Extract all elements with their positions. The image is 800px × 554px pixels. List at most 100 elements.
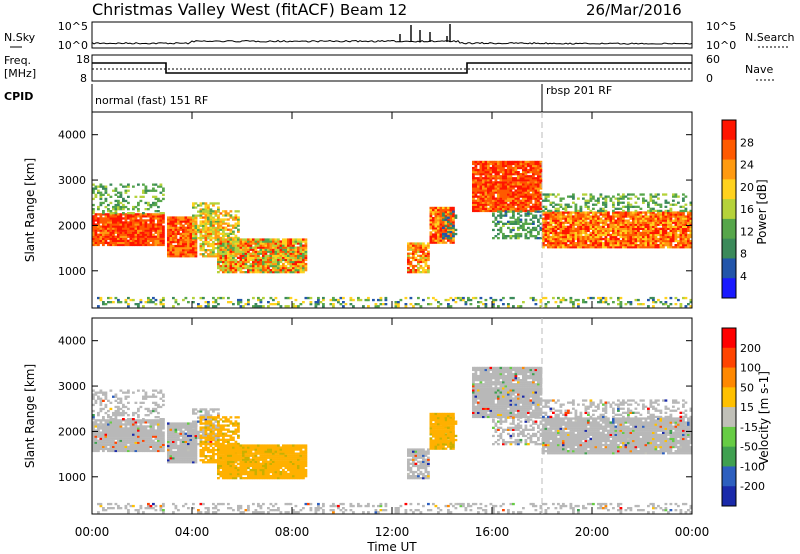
power-cell [634, 229, 638, 232]
power-cell [522, 183, 525, 186]
velocity-cell [147, 435, 150, 438]
power-cell [504, 214, 508, 217]
power-cell [634, 225, 638, 228]
power-cell [254, 266, 258, 270]
power-cell [97, 185, 100, 188]
power-cell [647, 223, 650, 226]
power-cell [534, 187, 538, 190]
power-cell [484, 199, 488, 202]
power-cell [557, 207, 560, 210]
velocity-cell [162, 419, 165, 422]
power-cell [547, 199, 550, 202]
power-cell [229, 256, 233, 259]
power-cell [419, 246, 423, 249]
power-cell [329, 298, 333, 302]
power-cell [612, 203, 615, 206]
power-cell [179, 234, 183, 237]
power-cell [252, 262, 255, 266]
power-cell [502, 203, 505, 206]
power-cell [289, 254, 293, 257]
power-cell [604, 213, 608, 216]
power-cell [159, 185, 163, 188]
power-cell [127, 241, 130, 245]
power-cell [144, 185, 148, 188]
power-cell [224, 222, 228, 225]
power-cell [607, 233, 610, 237]
power-cell [147, 231, 150, 234]
power-cell [187, 238, 190, 242]
power-cell [497, 220, 500, 223]
power-cell [289, 238, 293, 241]
power-cell [132, 225, 135, 228]
power-cell [229, 242, 233, 245]
power-cell [159, 183, 163, 186]
power-cell [529, 199, 533, 202]
power-cell [689, 246, 693, 249]
power-cell [602, 219, 605, 222]
power-cell [92, 223, 95, 226]
power-cell [394, 301, 398, 304]
power-cell [482, 203, 485, 206]
power-cell [492, 199, 495, 202]
power-cell [214, 230, 218, 234]
power-cell [524, 173, 528, 176]
power-cell [147, 296, 150, 300]
power-cell [217, 264, 220, 268]
power-cell [509, 164, 513, 168]
power-cell [527, 210, 530, 213]
y-tick-label: 2000 [58, 219, 86, 232]
power-cell [199, 228, 203, 231]
power-cell [664, 215, 668, 218]
power-cell [664, 221, 668, 224]
power-cell [104, 191, 108, 194]
power-cell [447, 303, 450, 306]
power-cell [299, 242, 303, 245]
velocity-cell [92, 431, 95, 434]
power-cell [684, 242, 688, 245]
power-cell [444, 216, 448, 219]
power-cell [654, 239, 658, 243]
power-cell [219, 256, 223, 259]
power-cell [179, 224, 183, 227]
power-cell [299, 269, 303, 272]
power-cell [267, 262, 270, 266]
velocity-cell [109, 439, 113, 442]
power-cell [514, 168, 518, 172]
velocity-cell [97, 427, 100, 430]
power-cell [532, 175, 535, 178]
power-cell [432, 208, 435, 212]
power-cell [162, 303, 165, 306]
velocity-cell [132, 425, 135, 428]
power-cell [427, 242, 430, 245]
power-cell [112, 241, 115, 245]
power-cell [442, 239, 445, 242]
power-cell [472, 201, 475, 204]
power-cell [502, 296, 505, 300]
power-cell [202, 247, 205, 250]
power-cell [239, 246, 243, 249]
velocity-cell [119, 427, 123, 430]
power-cell [172, 244, 175, 248]
velocity-cell [132, 433, 135, 436]
power-cell [584, 242, 588, 245]
power-cell [594, 237, 598, 241]
velocity-cell [157, 447, 160, 451]
power-cell [207, 214, 210, 217]
velocity-cell [119, 449, 123, 453]
power-cell [209, 255, 213, 258]
power-cell [517, 220, 520, 223]
power-cell [297, 305, 300, 308]
power-cell [154, 217, 158, 220]
power-cell [247, 256, 250, 259]
power-cell [514, 160, 518, 164]
power-cell [219, 266, 223, 270]
power-cell [109, 201, 113, 205]
power-cell [109, 219, 113, 222]
velocity-cell [97, 447, 100, 451]
power-cell [264, 238, 268, 241]
power-cell [502, 193, 505, 196]
power-cell [169, 226, 173, 229]
power-cell [162, 219, 165, 222]
power-cell [107, 231, 110, 234]
velocity-cell [114, 443, 118, 446]
